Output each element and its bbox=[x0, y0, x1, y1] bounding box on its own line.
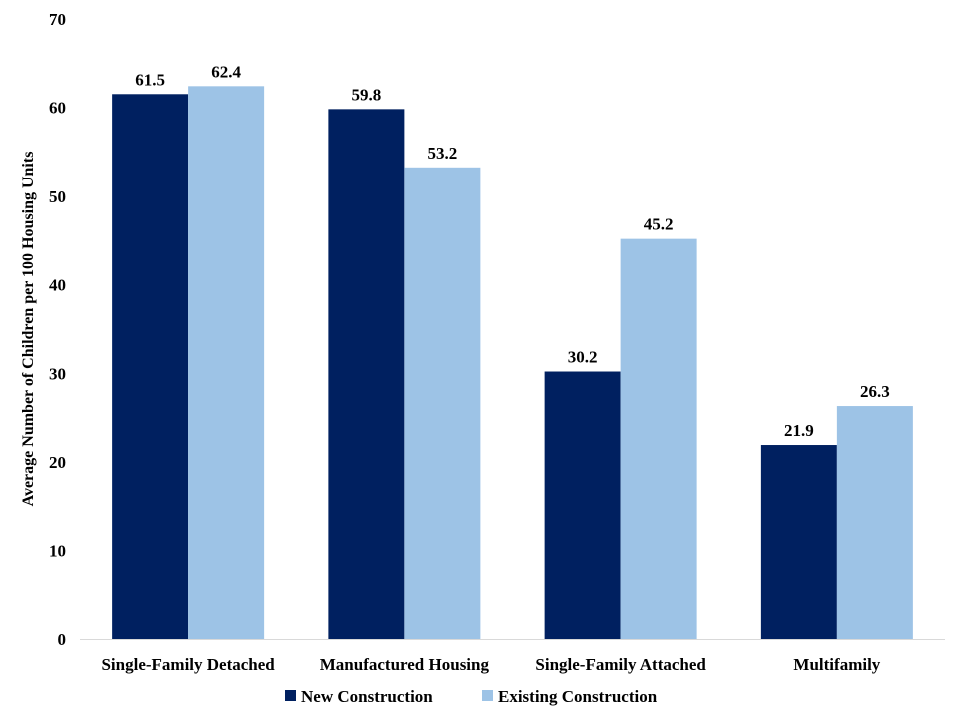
data-label: 59.8 bbox=[352, 85, 382, 104]
legend-swatch bbox=[482, 690, 493, 701]
bar-existing-1 bbox=[404, 167, 481, 640]
bar-new-0 bbox=[112, 94, 189, 640]
bar-existing-3 bbox=[836, 406, 913, 639]
x-category-label: Single-Family Detached bbox=[101, 655, 275, 674]
data-label: 45.2 bbox=[644, 215, 674, 234]
bars bbox=[112, 86, 913, 640]
data-label: 53.2 bbox=[428, 144, 458, 163]
bar-existing-2 bbox=[620, 238, 697, 639]
x-category-label: Manufactured Housing bbox=[320, 655, 490, 674]
x-category-label: Single-Family Attached bbox=[535, 655, 706, 674]
bar-existing-0 bbox=[188, 86, 265, 640]
data-label: 62.4 bbox=[211, 62, 241, 81]
data-label: 30.2 bbox=[568, 348, 598, 367]
y-tick-label: 40 bbox=[49, 276, 66, 295]
y-tick-label: 70 bbox=[49, 10, 66, 29]
data-label: 61.5 bbox=[135, 70, 165, 89]
y-axis-title: Average Number of Children per 100 Housi… bbox=[20, 152, 37, 507]
bar-new-2 bbox=[544, 371, 621, 639]
legend-label: New Construction bbox=[301, 687, 433, 706]
y-tick-label: 60 bbox=[49, 99, 66, 118]
bar-new-3 bbox=[760, 445, 837, 639]
y-tick-label: 10 bbox=[49, 541, 66, 560]
x-category-label: Multifamily bbox=[793, 655, 880, 674]
y-axis-title-group: Average Number of Children per 100 Housi… bbox=[20, 152, 37, 507]
data-label: 21.9 bbox=[784, 421, 814, 440]
y-tick-label: 20 bbox=[49, 453, 66, 472]
x-axis-categories: Single-Family Detached Manufactured Housi… bbox=[101, 655, 880, 674]
y-tick-label: 30 bbox=[49, 364, 66, 383]
legend: New Construction Existing Construction bbox=[285, 687, 658, 706]
y-axis-ticks: 0 10 20 30 40 50 60 70 bbox=[49, 10, 66, 649]
bar-new-1 bbox=[328, 109, 405, 640]
data-label: 26.3 bbox=[860, 382, 890, 401]
legend-label: Existing Construction bbox=[498, 687, 658, 706]
y-tick-label: 0 bbox=[58, 630, 67, 649]
data-labels: 61.5 62.4 59.8 53.2 30.2 45.2 21.9 26.3 bbox=[135, 62, 890, 440]
legend-swatch bbox=[285, 690, 296, 701]
y-tick-label: 50 bbox=[49, 187, 66, 206]
